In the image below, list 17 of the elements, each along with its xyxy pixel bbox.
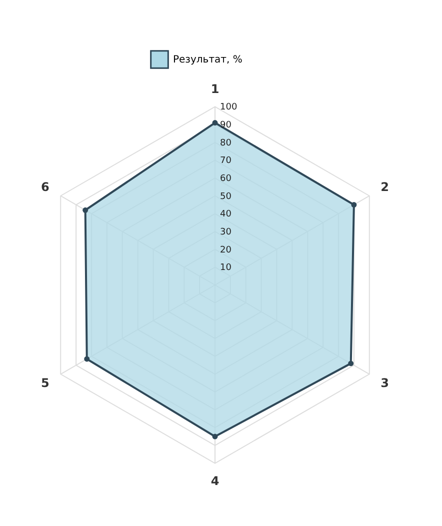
y-tick-label: 40 — [220, 210, 232, 220]
y-tick-label: 60 — [220, 174, 232, 184]
y-tick-label: 50 — [220, 192, 232, 202]
spoke-label: 1 — [210, 82, 220, 96]
y-tick-label: 80 — [220, 138, 232, 148]
legend-label: Результат, % — [173, 54, 242, 66]
y-tick-label: 30 — [220, 228, 232, 238]
y-tick-label: 10 — [220, 263, 232, 274]
y-tick-label: 90 — [220, 120, 232, 131]
y-tick-label: 20 — [220, 245, 232, 256]
spoke-label: 4 — [210, 474, 220, 488]
y-tick-label: 100 — [220, 102, 238, 113]
spoke-label: 6 — [41, 180, 50, 194]
spoke-label: 2 — [380, 180, 389, 194]
spoke-label: 5 — [41, 376, 50, 390]
y-tick-label: 70 — [220, 156, 232, 166]
spoke-label: 3 — [380, 376, 389, 390]
